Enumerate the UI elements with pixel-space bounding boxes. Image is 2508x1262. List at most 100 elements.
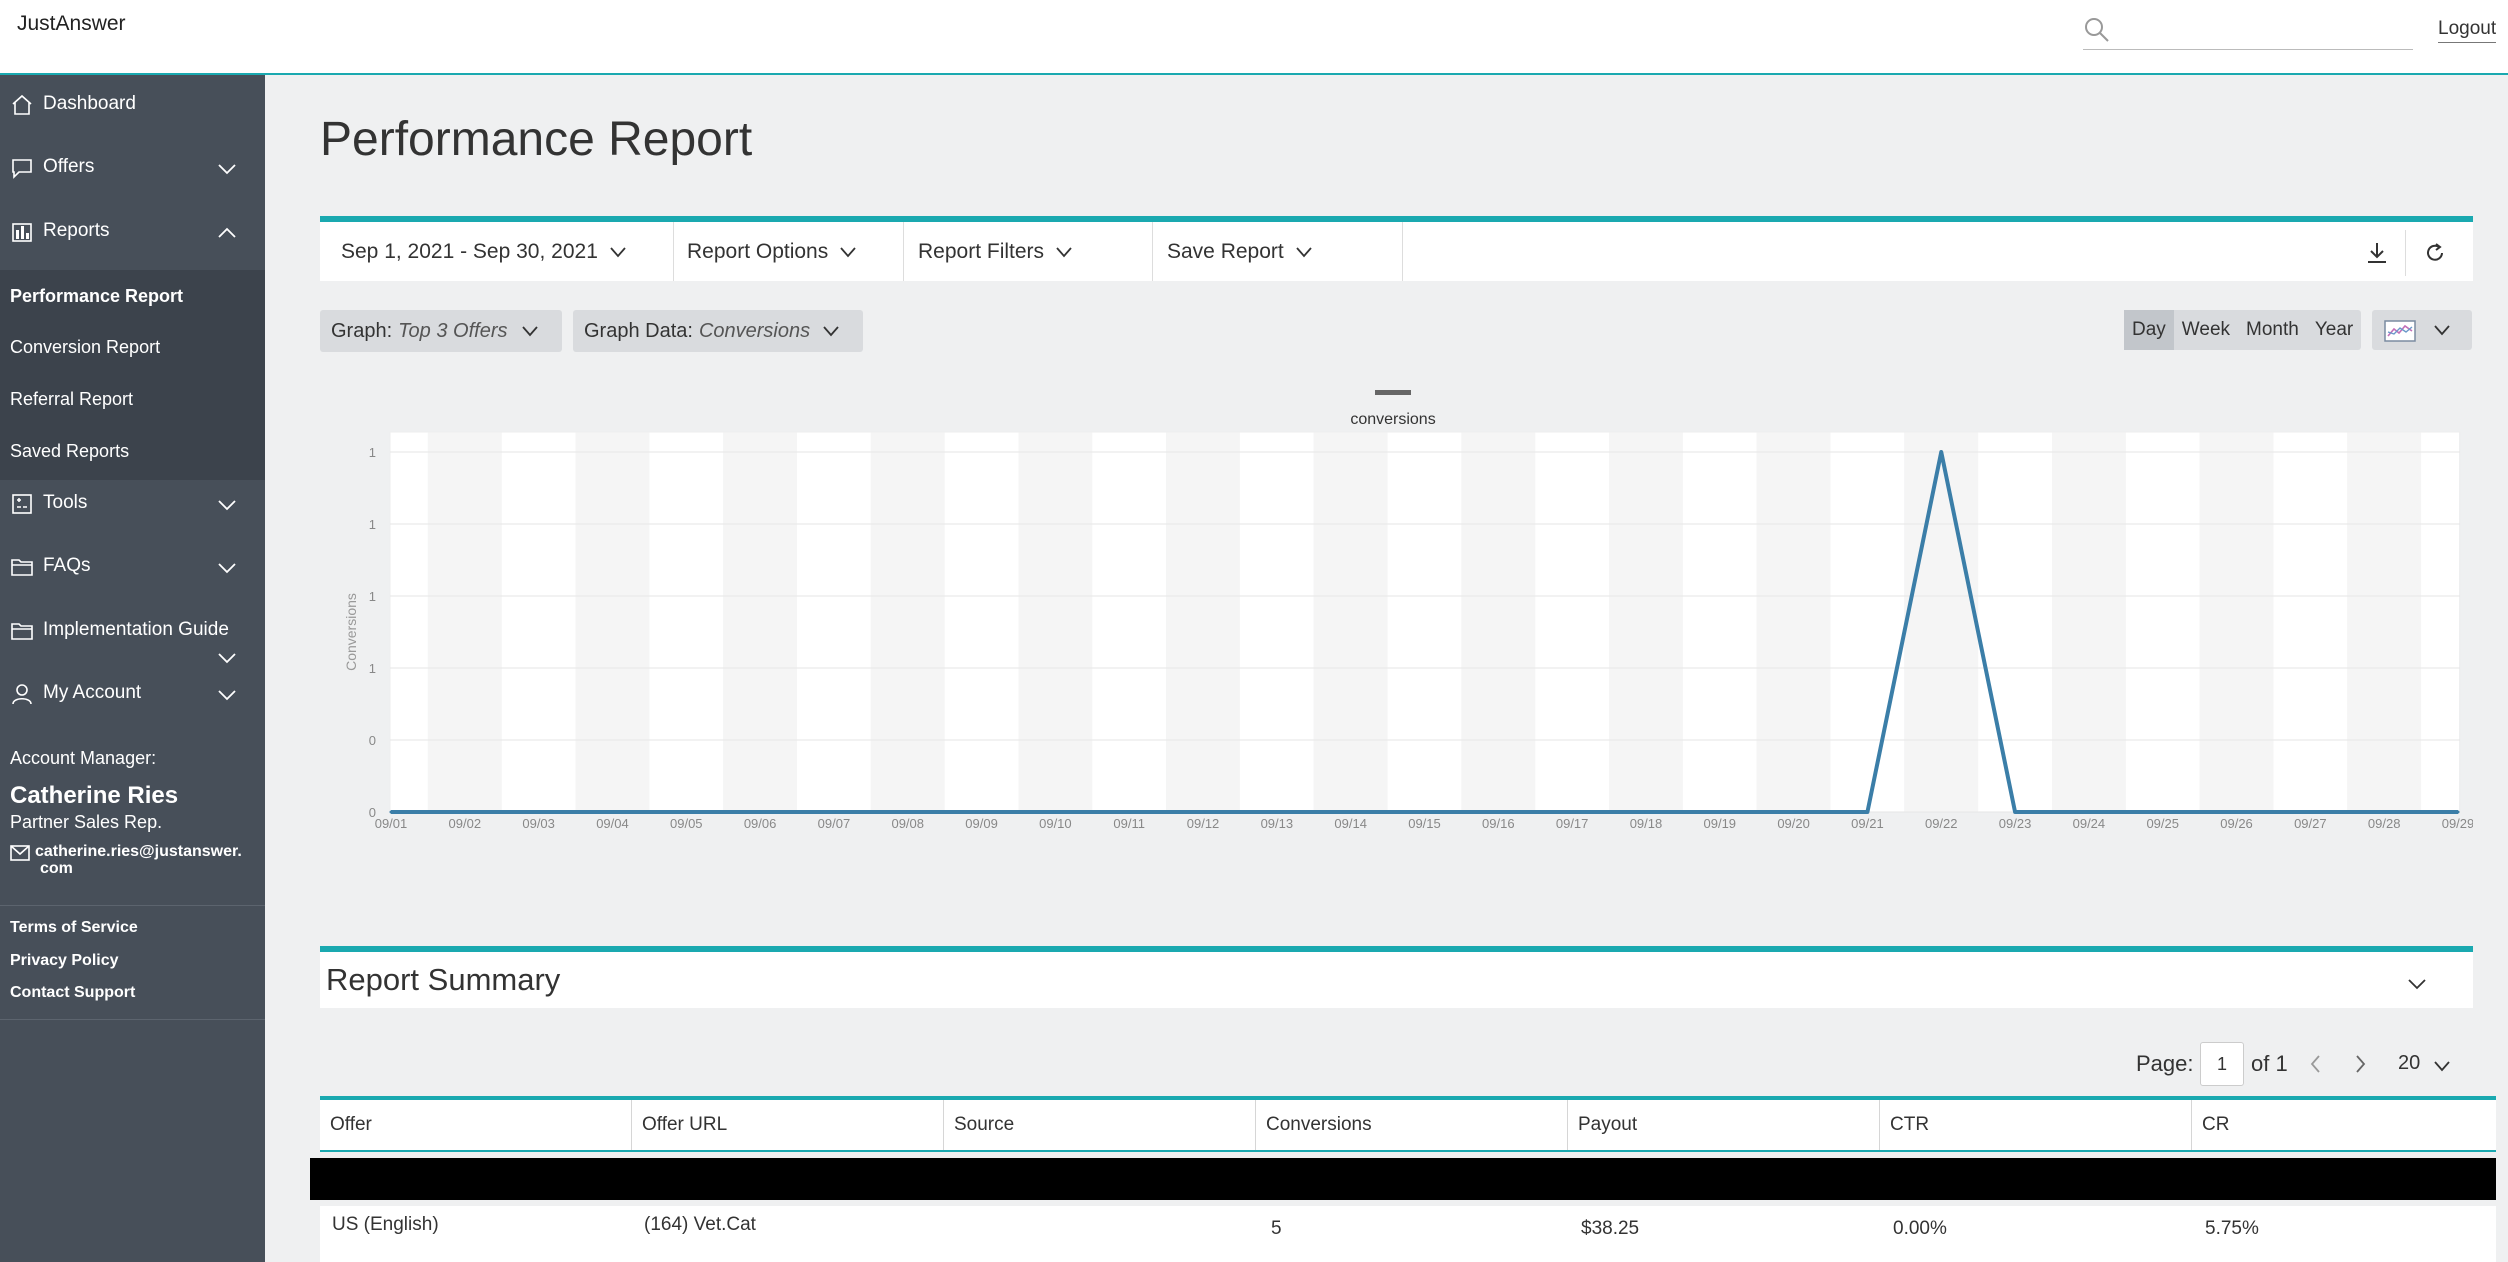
- chevron-down-icon[interactable]: [216, 684, 238, 706]
- user-icon: [12, 684, 32, 705]
- sidebar-link-performance-report[interactable]: Performance Report: [10, 286, 184, 306]
- sidebar-link-conversion-report[interactable]: Conversion Report: [10, 337, 161, 357]
- chart-band: [1461, 432, 1536, 812]
- chevron-down-icon[interactable]: [216, 158, 238, 180]
- cell-cr: 5.75%: [2205, 1218, 2259, 1239]
- page-size-value: 20: [2398, 1052, 2421, 1074]
- sidebar-link-referral-report[interactable]: Referral Report: [10, 389, 134, 409]
- graph-select[interactable]: Graph: Top 3 Offers: [320, 310, 562, 352]
- mail-icon: [10, 845, 30, 861]
- prev-page-icon[interactable]: [2306, 1052, 2326, 1076]
- data-point: [1423, 810, 1426, 814]
- save-report-dropdown[interactable]: Save Report: [1153, 222, 1403, 281]
- sidebar-item-implementation-guide[interactable]: Implementation Guide: [0, 601, 265, 671]
- data-point: [610, 810, 614, 814]
- page-size-select[interactable]: 20: [2398, 1052, 2468, 1084]
- x-tick-label: 09/15: [1408, 816, 1441, 831]
- sidebar-item-tools[interactable]: Tools: [0, 474, 265, 534]
- logout-link[interactable]: Logout: [2438, 18, 2497, 43]
- column-header-conversions[interactable]: Conversions: [1256, 1100, 1568, 1150]
- data-point: [1644, 810, 1648, 814]
- data-point: [1939, 450, 1943, 454]
- chevron-down-icon[interactable]: [2405, 972, 2429, 996]
- period-year-button[interactable]: Year: [2314, 319, 2354, 340]
- data-point: [1570, 810, 1574, 814]
- chevron-down-icon: [2434, 1061, 2450, 1072]
- cell-payout: $38.25: [1581, 1218, 1640, 1239]
- report-filters-dropdown[interactable]: Report Filters: [904, 222, 1153, 281]
- graph-data-select-value: Conversions: [698, 319, 811, 342]
- save-report-label: Save Report: [1167, 239, 1284, 263]
- x-tick-label: 09/21: [1851, 816, 1884, 831]
- page-number-input[interactable]: 1: [2200, 1042, 2244, 1086]
- y-tick-label: 1: [369, 661, 376, 676]
- data-point: [2013, 810, 2017, 814]
- x-tick-label: 09/06: [744, 816, 777, 831]
- chart-type-select[interactable]: [2372, 310, 2472, 350]
- column-header-offer-url[interactable]: Offer URL: [632, 1100, 944, 1150]
- sidebar-item-dashboard[interactable]: Dashboard: [0, 75, 265, 135]
- chevron-down-icon[interactable]: [216, 494, 238, 516]
- sidebar-item-my-account[interactable]: My Account: [0, 664, 265, 724]
- chevron-down-icon: [840, 246, 856, 257]
- column-header-ctr[interactable]: CTR: [1880, 1100, 2192, 1150]
- chart-band: [797, 432, 871, 812]
- table-row[interactable]: US (English) (164) Vet.Cat 5 $38.25 0.00…: [320, 1206, 2496, 1262]
- period-week-button[interactable]: Week: [2181, 319, 2231, 340]
- sidebar-item-reports[interactable]: Reports: [0, 202, 265, 262]
- brand-logo[interactable]: JustAnswer: [17, 12, 126, 35]
- x-tick-label: 09/27: [2294, 816, 2327, 831]
- reports-submenu: Performance Report Conversion Report Ref…: [0, 270, 265, 480]
- sidebar-item-faqs[interactable]: FAQs: [0, 537, 265, 597]
- account-manager-name: Catherine Ries: [10, 782, 179, 809]
- column-header-offer[interactable]: Offer: [320, 1100, 632, 1150]
- x-tick-label: 09/20: [1777, 816, 1810, 831]
- chart-band: [427, 432, 502, 812]
- search-input[interactable]: [2083, 14, 2413, 50]
- graph-select-label: Graph:: [331, 319, 393, 342]
- report-options-dropdown[interactable]: Report Options: [667, 222, 904, 281]
- x-tick-label: 09/25: [2146, 816, 2179, 831]
- data-point: [2161, 810, 2165, 814]
- chevron-down-icon: [2434, 325, 2450, 336]
- chevron-up-icon[interactable]: [216, 222, 238, 244]
- column-header-cr[interactable]: CR: [2202, 1114, 2230, 1135]
- chevron-down-icon[interactable]: [216, 557, 238, 579]
- chart-band: [1978, 432, 2052, 812]
- chart-band: [870, 432, 945, 812]
- data-point: [2308, 810, 2312, 814]
- refresh-icon[interactable]: [2420, 238, 2450, 268]
- sidebar-item-offers[interactable]: Offers: [0, 138, 265, 198]
- date-range-label: Sep 1, 2021 - Sep 30, 2021: [341, 239, 598, 263]
- contact-support-link[interactable]: Contact Support: [10, 984, 136, 1001]
- email-line: com: [40, 860, 73, 877]
- privacy-policy-link[interactable]: Privacy Policy: [10, 952, 119, 969]
- performance-chart: 0 0 1 1 1 1 Conversions 09/01 09/02 09/03 09/04 09/…: [343, 390, 2473, 831]
- graph-data-select[interactable]: Graph Data: Conversions: [573, 310, 863, 352]
- chevron-down-icon[interactable]: [216, 647, 238, 669]
- sidebar-item-label: Offers: [43, 156, 95, 177]
- x-tick-label: 09/09: [965, 816, 998, 831]
- x-tick-label: 09/07: [818, 816, 851, 831]
- date-range-dropdown[interactable]: Sep 1, 2021 - Sep 30, 2021: [341, 222, 674, 281]
- x-tick-label: 09/03: [522, 816, 555, 831]
- terms-of-service-link[interactable]: Terms of Service: [10, 919, 138, 936]
- bar-chart-icon: [12, 223, 32, 242]
- x-tick-label: 09/16: [1482, 816, 1515, 831]
- account-manager-role: Partner Sales Rep.: [10, 812, 163, 832]
- column-header-source[interactable]: Source: [944, 1100, 1256, 1150]
- account-manager-label: Account Manager:: [10, 748, 157, 768]
- chart-band: [1018, 432, 1093, 812]
- search-icon[interactable]: [2083, 16, 2111, 44]
- sidebar-link-saved-reports[interactable]: Saved Reports: [10, 441, 130, 461]
- chart-band: [575, 432, 650, 812]
- chart-band: [2421, 432, 2459, 812]
- account-manager-email[interactable]: catherine.ries@justanswer. com: [35, 843, 255, 877]
- chart-band: [1239, 432, 1314, 812]
- report-summary-panel[interactable]: Report Summary: [320, 946, 2473, 1008]
- period-month-button[interactable]: Month: [2246, 319, 2299, 340]
- download-icon[interactable]: [2362, 238, 2392, 268]
- next-page-icon[interactable]: [2350, 1052, 2370, 1076]
- period-day-button[interactable]: Day: [2124, 310, 2174, 350]
- column-header-payout[interactable]: Payout: [1568, 1100, 1880, 1150]
